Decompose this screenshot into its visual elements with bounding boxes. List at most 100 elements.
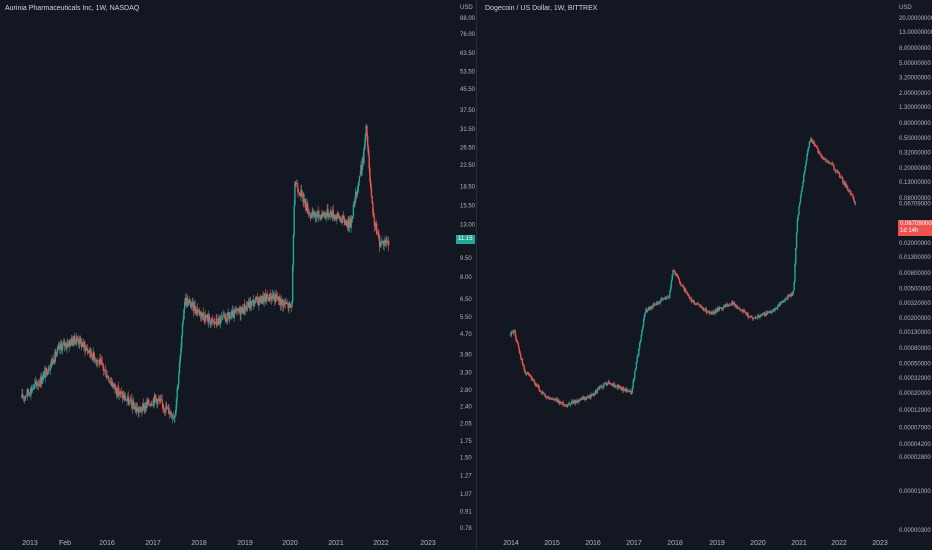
candle — [308, 209, 310, 216]
candle — [657, 300, 659, 306]
candle — [260, 295, 262, 305]
candle — [309, 211, 311, 219]
candle — [321, 210, 324, 219]
candle — [283, 298, 286, 308]
candle — [187, 294, 189, 308]
y-tick-label: 63.50 — [460, 51, 476, 57]
candle — [42, 371, 44, 385]
candle — [696, 302, 698, 305]
chart-pane-left[interactable]: 88.00 76.00 63.50 53.50 45.50 37.50 31.50 26.50… — [0, 0, 477, 550]
candle — [681, 284, 683, 288]
candle — [846, 184, 848, 189]
candle — [55, 351, 58, 358]
candle — [559, 400, 562, 405]
candle — [571, 399, 574, 405]
candle — [375, 222, 377, 231]
candle — [245, 301, 247, 311]
candle — [595, 389, 597, 395]
candle — [34, 376, 37, 388]
candle — [760, 314, 762, 318]
y-tick-label: 4.70 — [460, 332, 472, 338]
candle — [718, 306, 720, 312]
candle — [110, 377, 112, 387]
x-tick-label: 2023 — [872, 540, 888, 547]
candle — [363, 138, 366, 152]
candle — [727, 303, 729, 308]
candle — [378, 233, 381, 253]
candle — [330, 212, 333, 220]
candle — [657, 300, 660, 304]
candle — [610, 383, 613, 387]
candle — [341, 213, 343, 226]
candle — [94, 354, 96, 363]
candle — [555, 397, 557, 402]
candle — [842, 177, 844, 185]
candle — [784, 297, 787, 303]
candle — [799, 195, 802, 204]
candle — [774, 307, 776, 313]
candle — [148, 397, 150, 405]
candle — [123, 390, 125, 400]
candle — [563, 403, 565, 406]
candle — [176, 386, 178, 404]
candle — [91, 354, 94, 362]
candle — [300, 185, 303, 198]
candle — [702, 307, 705, 312]
candle — [756, 317, 758, 319]
candle — [622, 386, 624, 391]
candle — [654, 303, 657, 306]
candle — [342, 210, 345, 220]
y-tick-label: 26.50 — [460, 146, 476, 152]
y-tick-label: 9.50 — [460, 256, 472, 262]
candle — [800, 190, 803, 197]
candle — [208, 310, 210, 328]
candle — [296, 179, 298, 188]
candle — [85, 344, 88, 350]
chart-pane-right[interactable]: 20.00000000 13.00000000 8.00000000 5.000000… — [477, 0, 932, 550]
candle — [95, 358, 97, 366]
candle — [750, 315, 752, 319]
candle — [853, 196, 855, 202]
candle — [287, 303, 289, 312]
candle — [37, 378, 40, 391]
candle — [248, 299, 250, 310]
candle — [758, 314, 760, 319]
candle — [102, 363, 104, 371]
candle — [204, 315, 206, 325]
candle — [178, 358, 181, 375]
candle — [563, 403, 566, 407]
candle — [381, 241, 383, 245]
candle — [653, 302, 655, 306]
candle — [202, 311, 204, 321]
x-tick-label: 2020 — [282, 540, 298, 547]
candle — [228, 311, 231, 324]
candle — [187, 298, 190, 306]
candle — [198, 307, 200, 313]
candle — [829, 163, 831, 166]
candle — [609, 382, 611, 385]
y-tick-label: 0.00002800 — [899, 455, 931, 461]
candle — [294, 180, 297, 187]
candle — [279, 298, 282, 311]
candle — [849, 188, 851, 192]
candle — [175, 405, 177, 417]
y-tick-label: 53.50 — [460, 70, 476, 76]
candle — [788, 294, 791, 298]
candle — [694, 302, 697, 306]
candle — [802, 180, 804, 189]
y-tick-label: 0.00012000 — [899, 408, 931, 414]
candle — [851, 193, 854, 197]
chart-canvas-left[interactable]: 88.00 76.00 63.50 53.50 45.50 37.50 31.50 26.50… — [0, 0, 476, 550]
candle — [63, 337, 65, 344]
chart-canvas-right[interactable]: 20.00000000 13.00000000 8.00000000 5.000000… — [477, 0, 932, 550]
candle — [369, 177, 372, 191]
candle — [325, 212, 328, 223]
candle — [206, 313, 208, 320]
candle — [381, 239, 384, 244]
candle — [831, 161, 834, 165]
candle — [267, 294, 269, 299]
candle — [744, 311, 747, 315]
candle — [791, 291, 793, 298]
candle — [834, 168, 837, 175]
candle — [346, 221, 349, 231]
